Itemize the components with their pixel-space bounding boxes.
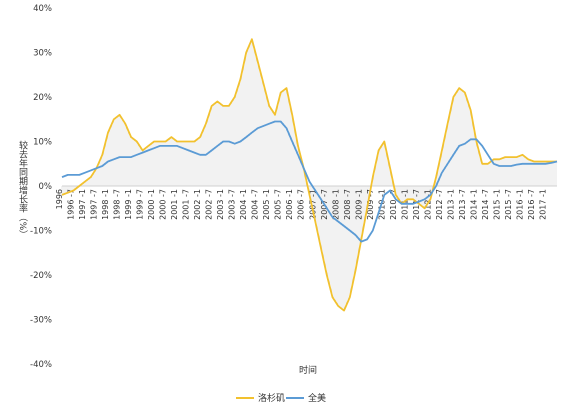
x-tick-label: 2007 -1 bbox=[308, 189, 317, 220]
x-tick-label: 1997 -7 bbox=[90, 189, 99, 220]
y-tick-label: 20% bbox=[33, 93, 52, 103]
x-tick-label: 1997 -1 bbox=[78, 189, 87, 220]
x-tick-label: 1996 bbox=[55, 189, 64, 209]
x-tick-label: 2000 -1 bbox=[147, 189, 156, 220]
x-tick-label: 2002 -1 bbox=[193, 189, 202, 220]
x-tick-label: 2006 -7 bbox=[297, 189, 306, 220]
x-tick-label: 2004 -7 bbox=[251, 189, 260, 220]
x-tick-label: 1999 -7 bbox=[136, 189, 145, 220]
legend-label-us: 全美 bbox=[308, 392, 326, 404]
x-tick-label: 2014 -7 bbox=[481, 189, 490, 220]
x-tick-label: 2017 -1 bbox=[538, 189, 547, 220]
y-axis-ticks: -40% -30% -20% -10% 0% 10% 20% 30% 40% bbox=[30, 4, 52, 370]
x-tick-label: 2013 -1 bbox=[446, 189, 455, 220]
x-tick-label: 2016 -1 bbox=[515, 189, 524, 220]
legend-label-la: 洛杉矶 bbox=[258, 392, 285, 404]
x-tick-label: 2009 -1 bbox=[354, 189, 363, 220]
y-tick-label: -10% bbox=[30, 227, 52, 237]
x-tick-label: 1998 -1 bbox=[101, 189, 110, 220]
series-lines bbox=[61, 38, 558, 312]
legend: 洛杉矶 全美 bbox=[236, 392, 326, 404]
x-tick-label: 2002 -7 bbox=[205, 189, 214, 220]
x-tick-label: 1998 -7 bbox=[113, 189, 122, 220]
x-tick-label: 2016 -7 bbox=[527, 189, 536, 220]
x-tick-label: 2005 -1 bbox=[262, 189, 271, 220]
y-tick-label: 0% bbox=[39, 182, 53, 192]
x-tick-label: 2015 -7 bbox=[504, 189, 513, 220]
y-tick-label: 30% bbox=[33, 49, 52, 59]
y-tick-label: 10% bbox=[33, 138, 52, 148]
x-tick-label: 2008 -7 bbox=[343, 189, 352, 220]
x-axis-ticks: 1996 1996 -7 1997 -1 1997 -7 1998 -1 1998 -7 1… bbox=[55, 189, 547, 220]
x-tick-label: 2014 -1 bbox=[469, 189, 478, 220]
x-tick-label: 2000 -7 bbox=[159, 189, 168, 220]
x-tick-label: 2005 -7 bbox=[274, 189, 283, 220]
series-line-la bbox=[61, 38, 557, 312]
x-tick-label: 2013 -7 bbox=[458, 189, 467, 220]
y-tick-label: -30% bbox=[30, 316, 52, 326]
y-tick-label: 40% bbox=[33, 4, 52, 14]
x-axis-title: 时间 bbox=[299, 364, 317, 376]
y-axis-title: 较去年同期增长率（%） bbox=[17, 140, 28, 240]
x-tick-label: 2012 -7 bbox=[435, 189, 444, 220]
series-line-us bbox=[61, 120, 558, 243]
y-tick-label: -40% bbox=[30, 360, 52, 370]
x-tick-label: 2011 -7 bbox=[412, 189, 421, 220]
x-tick-label: 2004 -1 bbox=[239, 189, 248, 220]
x-tick-label: 2008 -1 bbox=[331, 189, 340, 220]
x-tick-label: 2003 -7 bbox=[228, 189, 237, 220]
x-tick-label: 2010 -7 bbox=[389, 189, 398, 220]
x-tick-label: 2003 -1 bbox=[216, 189, 225, 220]
x-tick-label: 1996 -7 bbox=[67, 189, 76, 220]
x-tick-label: 2015 -1 bbox=[492, 189, 501, 220]
x-tick-label: 2006 -1 bbox=[285, 189, 294, 220]
x-tick-label: 2009 -7 bbox=[366, 189, 375, 220]
x-tick-label: 2001 -7 bbox=[182, 189, 191, 220]
x-tick-label: 1999 -1 bbox=[124, 189, 133, 220]
y-tick-label: -20% bbox=[30, 271, 52, 281]
drop-lines bbox=[61, 39, 557, 311]
x-tick-label: 2001 -1 bbox=[170, 189, 179, 220]
